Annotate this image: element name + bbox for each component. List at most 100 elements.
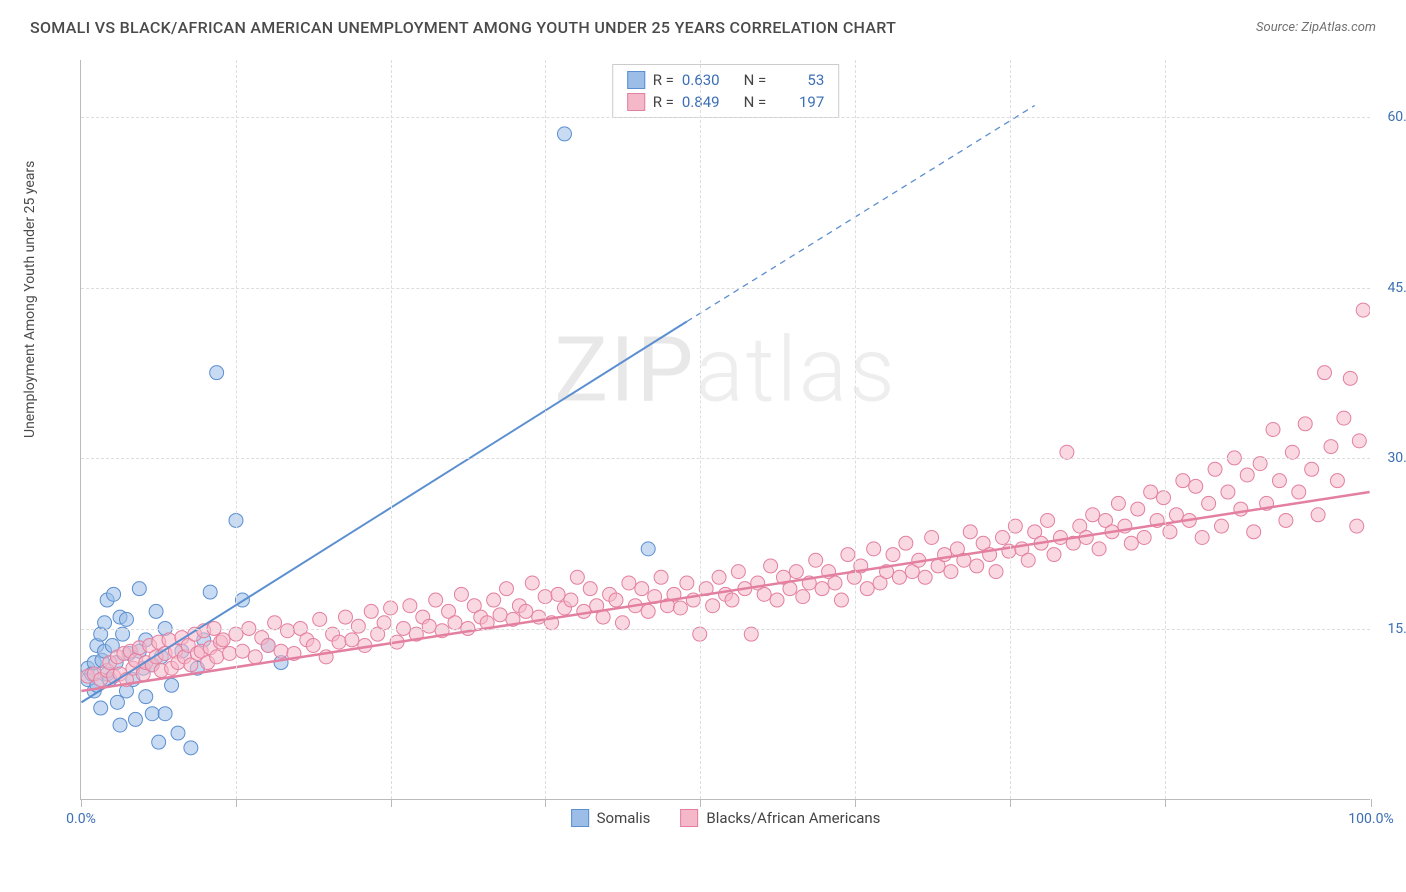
data-point (1305, 462, 1319, 476)
data-point (107, 587, 121, 601)
data-point (1189, 479, 1203, 493)
gridline-h (81, 629, 1370, 630)
data-point (1350, 519, 1364, 533)
x-tick (545, 799, 546, 807)
data-point (1279, 513, 1293, 527)
data-point (110, 695, 124, 709)
x-tick (1010, 799, 1011, 807)
data-point (158, 707, 172, 721)
data-point (712, 570, 726, 584)
legend-n-value: 53 (774, 71, 824, 89)
data-point (345, 633, 359, 647)
data-point (841, 548, 855, 562)
data-point (834, 593, 848, 607)
x-tick (700, 799, 701, 807)
data-point (1247, 525, 1261, 539)
chart-source: Source: ZipAtlas.com (1256, 20, 1376, 35)
data-point (944, 565, 958, 579)
data-point (622, 576, 636, 590)
data-point (493, 608, 507, 622)
data-point (1318, 366, 1332, 380)
data-point (132, 582, 146, 596)
data-point (925, 531, 939, 545)
data-point (1144, 485, 1158, 499)
x-tick (1165, 799, 1166, 807)
data-point (1202, 496, 1216, 510)
data-point (377, 616, 391, 630)
data-point (332, 635, 346, 649)
data-point (770, 593, 784, 607)
data-point (1221, 485, 1235, 499)
legend-swatch (680, 809, 698, 827)
data-point (1176, 474, 1190, 488)
data-point (223, 646, 237, 660)
data-point (1124, 536, 1138, 550)
data-point (94, 701, 108, 715)
data-point (1021, 553, 1035, 567)
data-point (261, 639, 275, 653)
legend-series-item: Blacks/African Americans (680, 809, 880, 827)
data-point (165, 678, 179, 692)
data-point (525, 576, 539, 590)
scatter-svg (81, 60, 1370, 799)
data-point (338, 610, 352, 624)
data-point (1352, 434, 1366, 448)
chart-header: SOMALI VS BLACK/AFRICAN AMERICAN UNEMPLO… (0, 0, 1406, 49)
data-point (139, 690, 153, 704)
data-point (609, 593, 623, 607)
data-point (886, 548, 900, 562)
gridline-h (81, 117, 1370, 118)
data-point (680, 576, 694, 590)
data-point (757, 587, 771, 601)
data-point (487, 593, 501, 607)
data-point (1086, 508, 1100, 522)
data-point (963, 525, 977, 539)
legend-r-label: R = (653, 93, 674, 111)
data-point (113, 718, 127, 732)
trend-line (81, 492, 1369, 691)
legend-swatch (627, 71, 645, 89)
plot-area: ZIPatlas R = 0.630 N = 53 R = 0.849 N = … (80, 60, 1370, 800)
gridline-h (81, 458, 1370, 459)
data-point (454, 587, 468, 601)
data-point (1111, 496, 1125, 510)
y-axis-label: Unemployment Among Youth under 25 years (22, 161, 38, 438)
data-point (274, 644, 288, 658)
data-point (152, 735, 166, 749)
data-point (235, 644, 249, 658)
data-point (583, 582, 597, 596)
trend-line-dashed (687, 105, 1035, 321)
x-tick (1371, 799, 1372, 807)
data-point (98, 616, 112, 630)
legend-series: SomalisBlacks/African Americans (571, 809, 881, 827)
legend-swatch (627, 93, 645, 111)
data-point (706, 599, 720, 613)
legend-r-label: R = (653, 71, 674, 89)
data-point (306, 639, 320, 653)
data-point (210, 650, 224, 664)
data-point (731, 565, 745, 579)
legend-n-label: N = (740, 71, 766, 89)
legend-correlation: R = 0.630 N = 53 R = 0.849 N = 197 (612, 64, 840, 118)
data-point (815, 582, 829, 596)
gridline-v (236, 60, 237, 799)
legend-n-label: N = (740, 93, 766, 111)
data-point (1266, 423, 1280, 437)
data-point (149, 604, 163, 618)
data-point (1157, 491, 1171, 505)
legend-r-value: 0.849 (682, 93, 732, 111)
data-point (615, 616, 629, 630)
data-point (519, 604, 533, 618)
data-point (989, 565, 1003, 579)
data-point (119, 612, 133, 626)
data-point (1285, 445, 1299, 459)
data-point (764, 559, 778, 573)
data-point (570, 570, 584, 584)
legend-r-value: 0.630 (682, 71, 732, 89)
data-point (725, 593, 739, 607)
data-point (995, 531, 1009, 545)
data-point (557, 127, 571, 141)
x-tick (855, 799, 856, 807)
data-point (1337, 411, 1351, 425)
data-point (1234, 502, 1248, 516)
